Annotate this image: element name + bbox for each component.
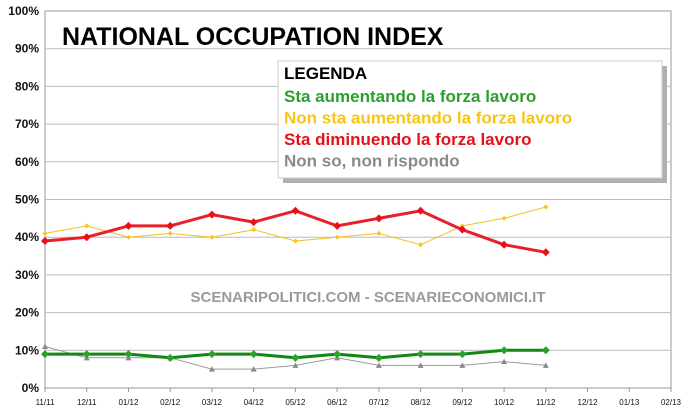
data-point xyxy=(542,362,549,368)
x-tick-label: 01/13 xyxy=(619,398,640,407)
data-point xyxy=(42,230,48,236)
y-tick-label: 40% xyxy=(15,230,39,244)
data-point xyxy=(501,215,507,221)
legend-entry: Non so, non rispondo xyxy=(284,152,460,171)
data-point xyxy=(458,350,467,359)
x-tick-label: 03/12 xyxy=(202,398,223,407)
x-tick-label: 02/12 xyxy=(160,398,181,407)
data-point xyxy=(374,214,383,223)
series-layer xyxy=(41,204,550,372)
data-point xyxy=(249,350,258,359)
data-point xyxy=(82,233,91,242)
data-point xyxy=(167,230,173,236)
y-tick-label: 60% xyxy=(15,155,39,169)
data-point xyxy=(418,242,424,248)
data-point xyxy=(124,221,133,230)
data-point xyxy=(333,350,342,359)
y-tick-label: 70% xyxy=(15,117,39,131)
data-point xyxy=(125,234,131,240)
watermark-text: SCENARIPOLITICI.COM - SCENARIECONOMICI.I… xyxy=(190,289,545,306)
data-point xyxy=(251,227,257,233)
x-tick-label: 09/12 xyxy=(452,398,473,407)
x-tick-label: 04/12 xyxy=(244,398,265,407)
legend-entry: Non sta aumentando la forza lavoro xyxy=(284,109,572,128)
legend-entry: Sta diminuendo la forza lavoro xyxy=(284,130,531,149)
y-tick-label: 90% xyxy=(15,42,39,56)
data-point xyxy=(376,230,382,236)
chart-title: NATIONAL OCCUPATION INDEX xyxy=(62,23,444,51)
data-point xyxy=(374,353,383,362)
data-point xyxy=(41,236,49,245)
y-tick-label: 50% xyxy=(15,193,39,207)
data-point xyxy=(42,343,48,350)
data-point xyxy=(292,238,298,244)
y-tick-label: 0% xyxy=(22,381,40,395)
data-point xyxy=(416,350,425,359)
x-axis-ticks: 11/11 12/11 01/12 02/12 03/12 04/12 05/12 06/12… xyxy=(36,388,682,407)
x-tick-label: 12/11 xyxy=(77,398,97,407)
y-tick-label: 10% xyxy=(15,343,39,357)
data-point xyxy=(291,206,300,215)
data-point xyxy=(292,362,299,368)
data-point xyxy=(459,362,466,368)
x-tick-label: 11/11 xyxy=(36,398,55,407)
data-point xyxy=(82,350,91,359)
legend-entries: Sta aumentando la forza lavoro Non sta au… xyxy=(284,87,572,171)
legend-box xyxy=(277,60,663,179)
series-2 xyxy=(41,206,550,257)
data-point xyxy=(541,346,550,355)
y-tick-label: 20% xyxy=(15,306,39,320)
x-tick-label: 05/12 xyxy=(285,398,306,407)
x-tick-label: 06/12 xyxy=(327,398,348,407)
x-tick-label: 10/12 xyxy=(494,398,515,407)
legend: LEGENDA Sta aumentando la forza lavoro No… xyxy=(277,60,667,183)
x-tick-label: 12/12 xyxy=(578,398,599,407)
data-point xyxy=(166,353,175,362)
data-point xyxy=(166,221,175,230)
y-tick-label: 100% xyxy=(8,4,39,18)
data-point xyxy=(500,346,509,355)
x-tick-label: 02/13 xyxy=(661,398,682,407)
data-point xyxy=(501,358,508,365)
y-tick-label: 80% xyxy=(15,79,39,93)
data-point xyxy=(334,234,340,240)
y-axis-ticks: 0% 10% 20% 30% 40% 50% 60% 70% 80% 90% 100% xyxy=(8,4,39,395)
data-point xyxy=(124,350,133,359)
data-point xyxy=(291,353,300,362)
legend-entry: Sta aumentando la forza lavoro xyxy=(284,87,536,106)
x-tick-label: 08/12 xyxy=(411,398,432,407)
legend-title: LEGENDA xyxy=(284,64,367,83)
series-0 xyxy=(41,346,550,362)
data-point xyxy=(458,225,467,234)
data-point xyxy=(207,210,216,219)
x-tick-label: 11/12 xyxy=(536,398,556,407)
data-point xyxy=(249,218,258,227)
data-point xyxy=(209,234,215,240)
data-point xyxy=(208,366,215,372)
data-point xyxy=(543,204,549,210)
data-point xyxy=(41,350,49,359)
y-tick-label: 30% xyxy=(15,268,39,282)
data-point xyxy=(84,223,90,229)
data-point xyxy=(417,362,424,368)
data-point xyxy=(500,240,509,249)
data-point xyxy=(250,366,257,372)
data-point xyxy=(375,362,382,368)
data-point xyxy=(416,206,425,215)
x-tick-label: 07/12 xyxy=(369,398,390,407)
x-tick-label: 01/12 xyxy=(118,398,139,407)
data-point xyxy=(541,248,550,257)
data-point xyxy=(207,350,216,359)
data-point xyxy=(333,221,342,230)
